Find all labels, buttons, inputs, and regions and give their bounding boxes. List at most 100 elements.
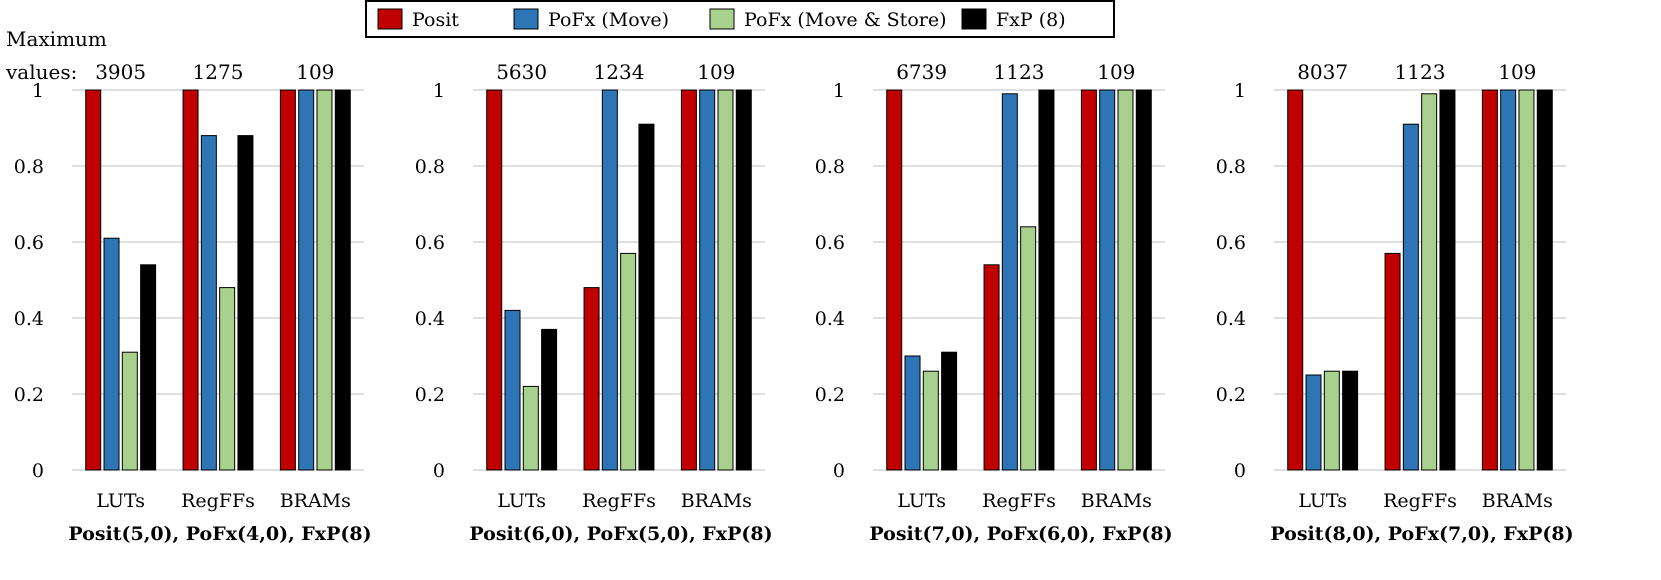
- y-tick-label: 0.4: [415, 308, 445, 330]
- panel-title: Posit(6,0), PoFx(5,0), FxP(8): [469, 523, 772, 545]
- y-tick-label: 0.4: [815, 308, 845, 330]
- bar-regffs-pofx-move-store: [1020, 226, 1037, 471]
- panel-1: 0 0.2 0.4 0.6 0.8 1 LUTs 3905 RegFFs 1275 BRAMs 109…: [14, 60, 372, 545]
- bar-luts-pofx-move: [504, 309, 521, 471]
- max-value-label: 1234: [594, 60, 645, 84]
- panel-title: Posit(7,0), PoFx(6,0), FxP(8): [869, 523, 1172, 545]
- bar-regffs-posit: [1384, 252, 1401, 471]
- bar-regffs-fxp-8: [638, 123, 655, 471]
- bar-luts-pofx-move: [904, 355, 921, 471]
- bar-luts-posit: [1287, 89, 1304, 471]
- panel-title: Posit(5,0), PoFx(4,0), FxP(8): [68, 523, 371, 545]
- bar-brams-posit: [1481, 89, 1498, 471]
- bar-brams-fxp-8: [334, 89, 351, 471]
- bar-luts-posit: [486, 89, 503, 471]
- legend-label-pofx-move-store: PoFx (Move & Store): [744, 9, 947, 31]
- x-category-label: BRAMs: [1081, 490, 1152, 512]
- legend-swatch-pofx-move-store: [709, 8, 735, 30]
- bar-brams-pofx-move-store: [1518, 89, 1535, 471]
- bar-regffs-fxp-8: [1038, 89, 1055, 471]
- y-tick-label: 0.8: [1216, 156, 1246, 178]
- x-category-label: LUTs: [897, 490, 946, 512]
- panel-title: Posit(8,0), PoFx(7,0), FxP(8): [1270, 523, 1573, 545]
- bar-regffs-posit: [182, 89, 199, 471]
- y-tick-label: 0.6: [415, 232, 445, 254]
- y-tick-label: 0.8: [415, 156, 445, 178]
- y-tick-label: 0.2: [415, 384, 445, 406]
- bar-regffs-pofx-move-store: [620, 252, 637, 471]
- x-category-label: BRAMs: [280, 490, 351, 512]
- bar-regffs-pofx-move-store: [219, 287, 236, 471]
- max-value-label: 109: [697, 60, 735, 84]
- legend-swatch-fxp-8: [961, 8, 987, 30]
- bar-luts-fxp-8: [1342, 370, 1359, 471]
- bar-regffs-posit: [983, 264, 1000, 471]
- x-category-label: RegFFs: [1383, 490, 1457, 512]
- y-tick-label: 0.8: [815, 156, 845, 178]
- bar-brams-pofx-move: [699, 89, 716, 471]
- y-tick-label: 1: [433, 80, 445, 102]
- y-tick-label: 0.8: [14, 156, 44, 178]
- y-tick-label: 0: [433, 460, 445, 482]
- x-category-label: LUTs: [1298, 490, 1347, 512]
- bar-regffs-pofx-move: [1402, 123, 1419, 471]
- bar-brams-posit: [279, 89, 296, 471]
- bar-brams-pofx-move: [298, 89, 315, 471]
- bar-brams-pofx-move-store: [316, 89, 333, 471]
- bar-luts-fxp-8: [140, 264, 157, 471]
- bar-luts-fxp-8: [941, 351, 958, 471]
- y-tick-label: 1: [1234, 80, 1246, 102]
- max-values-label-line2: values:: [5, 60, 77, 84]
- max-value-label: 8037: [1297, 60, 1348, 84]
- y-tick-label: 0.2: [14, 384, 44, 406]
- bar-luts-pofx-move-store: [522, 385, 539, 471]
- legend-label-posit: Posit: [412, 9, 459, 31]
- y-tick-label: 1: [833, 80, 845, 102]
- x-category-label: RegFFs: [982, 490, 1056, 512]
- bar-regffs-pofx-move: [601, 89, 618, 471]
- y-tick-label: 0.6: [14, 232, 44, 254]
- max-value-label: 3905: [95, 60, 146, 84]
- max-value-label: 109: [1097, 60, 1135, 84]
- y-tick-label: 0.6: [815, 232, 845, 254]
- x-category-label: RegFFs: [582, 490, 656, 512]
- y-tick-label: 0.4: [14, 308, 44, 330]
- bar-brams-fxp-8: [1135, 89, 1152, 471]
- bar-luts-posit: [85, 89, 102, 471]
- legend-label-fxp-8: FxP (8): [996, 9, 1066, 31]
- y-tick-label: 1: [32, 80, 44, 102]
- bar-luts-pofx-move: [1305, 374, 1322, 471]
- max-value-label: 1123: [994, 60, 1045, 84]
- x-category-label: LUTs: [497, 490, 546, 512]
- x-category-label: BRAMs: [681, 490, 752, 512]
- legend-label-pofx-move: PoFx (Move): [548, 9, 669, 31]
- x-category-label: BRAMs: [1482, 490, 1553, 512]
- panels: 0 0.2 0.4 0.6 0.8 1 LUTs 3905 RegFFs 1275 BRAMs 109…: [14, 60, 1574, 545]
- legend-swatch-pofx-move: [513, 8, 539, 30]
- y-tick-label: 0: [833, 460, 845, 482]
- y-tick-label: 0.2: [1216, 384, 1246, 406]
- legend: Posit PoFx (Move) PoFx (Move & Store) FxP (…: [365, 0, 1115, 38]
- bar-regffs-pofx-move: [200, 135, 217, 471]
- bar-brams-pofx-move: [1099, 89, 1116, 471]
- bar-brams-pofx-move-store: [717, 89, 734, 471]
- bar-brams-posit: [680, 89, 697, 471]
- y-tick-label: 0.4: [1216, 308, 1246, 330]
- bar-luts-pofx-move-store: [121, 351, 138, 471]
- bar-regffs-fxp-8: [1439, 89, 1456, 471]
- bar-brams-fxp-8: [735, 89, 752, 471]
- x-category-label: RegFFs: [181, 490, 255, 512]
- bar-brams-fxp-8: [1536, 89, 1553, 471]
- y-tick-label: 0.6: [1216, 232, 1246, 254]
- y-tick-label: 0.2: [815, 384, 845, 406]
- max-value-label: 109: [296, 60, 334, 84]
- x-category-label: LUTs: [96, 490, 145, 512]
- bar-luts-pofx-move: [103, 237, 120, 471]
- panel-3: 0 0.2 0.4 0.6 0.8 1 LUTs 6739 RegFFs 1123 BRAMs 109…: [815, 60, 1173, 545]
- bar-luts-posit: [886, 89, 903, 471]
- bar-brams-pofx-move: [1500, 89, 1517, 471]
- bar-regffs-fxp-8: [237, 135, 254, 471]
- max-value-label: 1123: [1395, 60, 1446, 84]
